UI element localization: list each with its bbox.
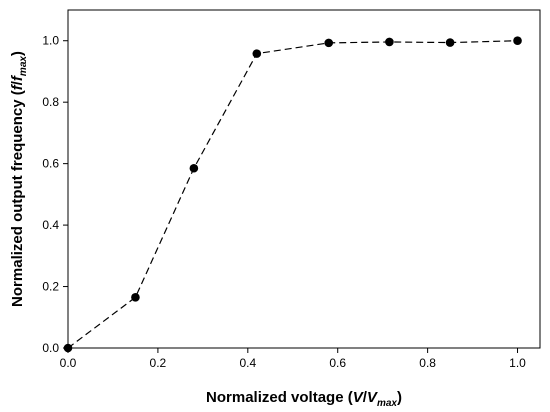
series-line [67, 40, 518, 349]
x-tick-label: 1.0 [509, 356, 526, 370]
data-point [252, 49, 262, 58]
data-point [385, 37, 394, 47]
data-point [131, 293, 140, 302]
y-tick-label: 0.8 [42, 95, 59, 109]
data-point [324, 38, 334, 48]
y-tick-label: 1.0 [42, 34, 59, 48]
series-group [63, 36, 522, 353]
data-point [513, 36, 522, 46]
data-point [445, 38, 455, 47]
plot-area [67, 9, 541, 349]
y-axis-ticks: 0.0 0.2 0.4 0.6 0.8 1.0 [42, 34, 68, 355]
y-tick-label: 0.6 [42, 157, 59, 171]
x-tick-label: 0.8 [419, 356, 436, 370]
data-point [63, 343, 73, 353]
data-point [189, 163, 199, 173]
x-tick-label: 0.0 [60, 356, 77, 370]
x-tick-label: 0.6 [329, 356, 346, 370]
y-tick-label: 0.4 [42, 218, 59, 232]
x-axis-ticks: 0.0 0.2 0.4 0.6 0.8 1.0 [60, 348, 526, 370]
y-tick-label: 0.0 [42, 341, 59, 355]
x-axis-title: Normalized voltage (V/Vmax) [206, 389, 402, 409]
y-tick-label: 0.2 [42, 280, 59, 294]
x-tick-label: 0.4 [239, 356, 256, 370]
x-tick-label: 0.2 [150, 356, 167, 370]
y-axis-title: Normalized output frequency (f/fmax) [9, 51, 29, 307]
